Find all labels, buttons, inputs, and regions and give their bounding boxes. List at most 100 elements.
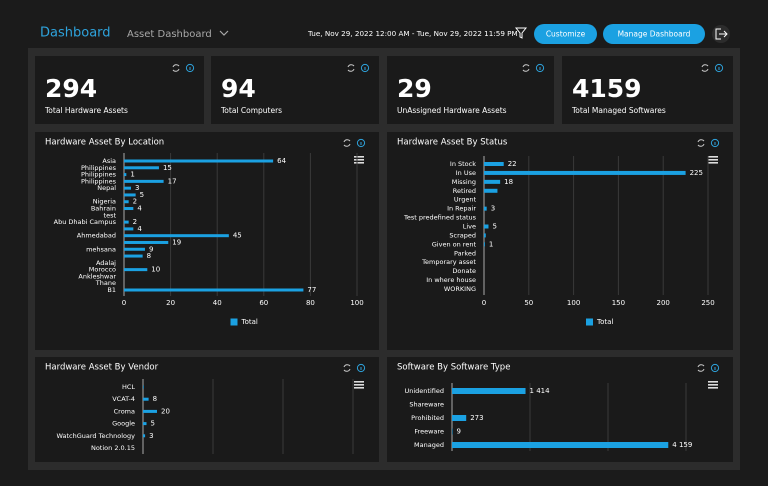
menu-icon[interactable] — [354, 387, 364, 389]
menu-icon[interactable] — [354, 381, 364, 383]
data-label: 9 — [149, 245, 153, 253]
x-tick-label: 250 — [701, 299, 714, 307]
y-tick-label: Shareware — [409, 401, 444, 409]
dashboard-selector[interactable]: Asset Dashboard — [127, 29, 212, 40]
chart: Hardware Asset By Location 0 20 40 60 80 100 As… — [45, 138, 366, 326]
y-tick-label: WORKING — [444, 285, 476, 293]
bar — [124, 166, 159, 170]
refresh-icon[interactable] — [697, 139, 705, 147]
kpi-card — [387, 56, 554, 124]
data-label: 22 — [508, 160, 517, 168]
chart-title: Hardware Asset By Vendor — [45, 363, 159, 373]
refresh-icon[interactable] — [522, 64, 530, 72]
customize-label[interactable]: Customize — [546, 30, 586, 39]
y-tick-label: Philippines — [81, 177, 117, 185]
info-icon[interactable] — [710, 138, 720, 148]
kpi-card — [35, 56, 204, 124]
bar — [484, 162, 504, 166]
bar — [124, 268, 148, 272]
menu-icon[interactable] — [708, 381, 718, 383]
data-label: 10 — [151, 266, 160, 274]
y-tick-label: Google — [112, 420, 135, 428]
bar — [484, 233, 486, 238]
data-label: 8 — [147, 252, 151, 260]
info-icon[interactable] — [710, 363, 720, 373]
kpi-value: 94 — [221, 74, 256, 103]
refresh-icon[interactable] — [697, 364, 705, 372]
menu-icon[interactable] — [354, 162, 364, 164]
refresh-icon[interactable] — [172, 64, 180, 72]
kpi-value: 4159 — [572, 74, 642, 103]
data-label: 4 — [137, 225, 142, 233]
refresh-icon[interactable] — [343, 364, 351, 372]
menu-icon[interactable] — [708, 162, 718, 164]
menu-icon[interactable] — [708, 159, 718, 161]
y-tick-label: Retired — [453, 187, 476, 195]
bar — [484, 206, 487, 211]
logout-icon[interactable] — [715, 28, 728, 40]
kpi-card — [211, 56, 379, 124]
kpi-value: 294 — [45, 74, 97, 103]
data-label: 8 — [153, 395, 157, 403]
x-tick-label: 40 — [213, 299, 222, 307]
x-tick-label: 20 — [166, 299, 175, 307]
y-tick-label: Philippines — [81, 164, 117, 172]
refresh-icon[interactable] — [347, 64, 355, 72]
y-tick-label: Live — [463, 223, 476, 231]
bar — [124, 179, 164, 183]
bar — [143, 409, 157, 413]
kpi-value: 29 — [397, 74, 432, 103]
info-icon[interactable] — [714, 63, 724, 73]
legend-label: Total — [241, 318, 258, 326]
data-label: 15 — [163, 164, 172, 172]
data-label: 5 — [140, 191, 144, 199]
data-label: 2 — [133, 198, 137, 206]
app-title[interactable]: Dashboard — [40, 26, 111, 41]
bar — [452, 442, 669, 448]
refresh-icon[interactable] — [701, 64, 709, 72]
refresh-icon[interactable] — [343, 139, 351, 147]
menu-icon[interactable] — [708, 384, 718, 386]
manage-button[interactable] — [603, 24, 705, 44]
info-icon[interactable] — [185, 63, 195, 73]
bar — [124, 159, 274, 163]
data-label: 64 — [277, 157, 286, 165]
info-icon[interactable] — [356, 363, 366, 373]
menu-icon[interactable] — [354, 156, 364, 158]
menu-icon[interactable] — [708, 156, 718, 158]
y-tick-label: Philippines — [81, 171, 117, 179]
data-label: 4 159 — [672, 441, 692, 449]
chart-card — [387, 132, 733, 350]
x-tick-label: 100 — [350, 299, 363, 307]
chart-title: Hardware Asset By Location — [45, 138, 164, 148]
data-label: 3 — [149, 432, 153, 440]
y-tick-label: In Stock — [450, 160, 476, 168]
menu-icon[interactable] — [354, 159, 364, 161]
info-icon[interactable] — [535, 63, 545, 73]
y-tick-label: Abu Dhabi Campus — [54, 218, 117, 226]
customize-button[interactable] — [534, 24, 597, 44]
x-tick-label: 80 — [306, 299, 315, 307]
bar — [452, 388, 526, 394]
bar — [124, 207, 134, 211]
filter-icon[interactable] — [514, 27, 528, 39]
bar — [124, 234, 229, 238]
kpi-card — [562, 56, 733, 124]
dropdown-chevron[interactable] — [219, 30, 229, 36]
data-label: 17 — [168, 177, 177, 185]
y-tick-label: Notion 2.0.15 — [91, 444, 135, 452]
data-label: 19 — [172, 238, 181, 246]
info-icon[interactable] — [360, 63, 370, 73]
y-tick-label: Prohibited — [411, 414, 444, 422]
menu-icon[interactable] — [354, 384, 364, 386]
y-tick-label: Temporary asset — [421, 258, 476, 266]
info-icon[interactable] — [356, 138, 366, 148]
y-tick-label: Bahrain — [91, 205, 116, 213]
kpi-label: Total Managed Softwares — [571, 106, 666, 115]
manage-label[interactable]: Manage Dashboard — [618, 30, 691, 39]
data-label: 4 — [137, 205, 142, 213]
data-label: 45 — [233, 232, 242, 240]
data-label: 18 — [504, 178, 513, 186]
menu-icon[interactable] — [708, 387, 718, 389]
